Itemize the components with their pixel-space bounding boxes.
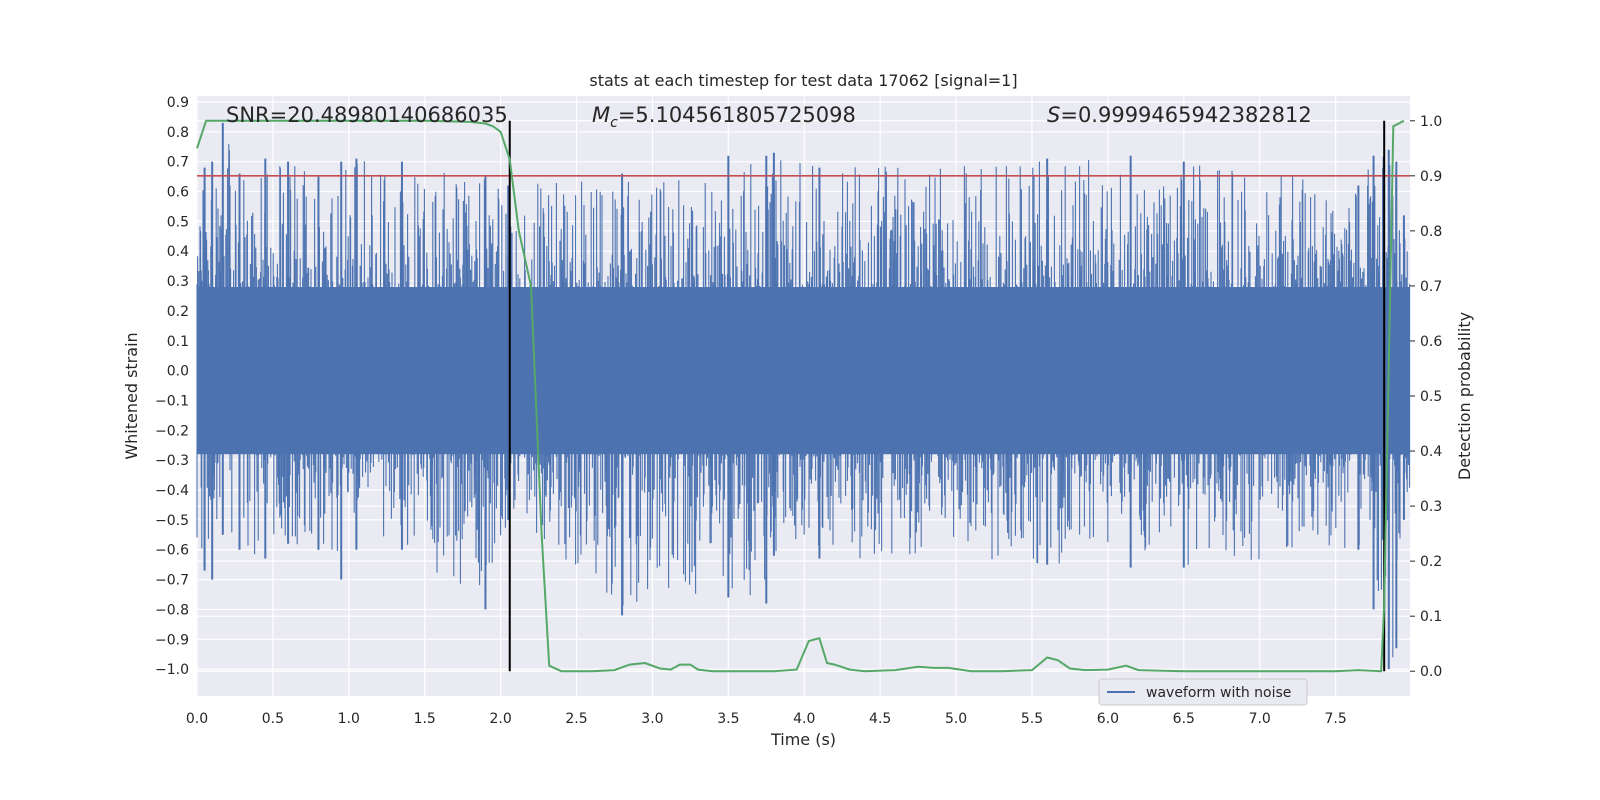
y-tick-label: −0.4 — [155, 483, 189, 499]
y2-tick-label: 0.9 — [1420, 169, 1442, 185]
y-tick-label: 0.2 — [167, 304, 189, 320]
chirp-mass-annotation: Mc=5.104561805725098 — [592, 103, 856, 131]
y-tick-label: −0.5 — [155, 513, 189, 529]
y-tick-label: 0.4 — [167, 244, 189, 260]
y2-tick-label: 0.3 — [1420, 499, 1442, 515]
y-axis-label: Whitened strain — [122, 332, 141, 459]
y2-tick-label: 0.0 — [1420, 664, 1442, 680]
x-tick-label: 1.5 — [414, 711, 436, 727]
y-tick-label: 0.9 — [167, 95, 189, 111]
chart-title: stats at each timestep for test data 170… — [589, 71, 1017, 90]
x-tick-label: 6.5 — [1173, 711, 1195, 727]
y2-tick-label: 0.6 — [1420, 334, 1442, 350]
y-tick-label: 0.1 — [167, 334, 189, 350]
legend-box — [1098, 678, 1308, 706]
left-y-ticks: 0.9 0.8 0.7 0.6 0.5 0.4 0.3 0.2 0.1 0.0 −0.1 −0.2 −0… — [155, 95, 189, 678]
y-tick-label: 0.3 — [167, 274, 189, 290]
x-tick-label: 3.5 — [717, 711, 739, 727]
snr-annotation: SNR=20.48980140686035 — [226, 103, 508, 127]
y-tick-label: 0.0 — [167, 364, 189, 380]
x-tick-label: 2.0 — [489, 711, 511, 727]
x-tick-label: 0.0 — [186, 711, 208, 727]
mc-symbol: M — [592, 103, 610, 127]
y-tick-label: 0.8 — [167, 125, 189, 141]
probability-line — [196, 119, 1405, 673]
y-tick-label: −0.9 — [155, 632, 189, 648]
x-tick-label: 2.5 — [565, 711, 587, 727]
y2-tick-label: 0.4 — [1420, 444, 1442, 460]
x-tick-label: 6.0 — [1097, 711, 1119, 727]
mc-value: =5.104561805725098 — [618, 103, 856, 127]
x-tick-label: 0.5 — [262, 711, 284, 727]
y2-tick-label: 1.0 — [1420, 114, 1442, 130]
y-tick-label: −0.3 — [155, 453, 189, 469]
right-y-ticks: 1.0 0.9 0.8 0.7 0.6 0.5 0.4 0.3 0.2 0.1 0.0 — [1410, 114, 1442, 680]
mc-subscript: c — [610, 115, 618, 131]
x-tick-label: 7.5 — [1324, 711, 1346, 727]
y-tick-label: −0.2 — [155, 423, 189, 439]
y-tick-label: −0.7 — [155, 573, 189, 589]
waveform-series — [196, 122, 1411, 670]
y-tick-label: −1.0 — [155, 662, 189, 678]
s-value: =0.9999465942382812 — [1060, 103, 1311, 127]
s-annotation: S=0.9999465942382812 — [1047, 103, 1312, 127]
y2-tick-label: 0.2 — [1420, 554, 1442, 570]
y2-tick-label: 0.1 — [1420, 609, 1442, 625]
x-tick-label: 7.0 — [1249, 711, 1271, 727]
y2-tick-label: 0.8 — [1420, 224, 1442, 240]
x-ticks: 0.0 0.5 1.0 1.5 2.0 2.5 3.0 3.5 4.0 4.5 5.0 5.5 6.0 6… — [186, 711, 1347, 727]
y-tick-label: 0.5 — [167, 214, 189, 230]
x-tick-label: 3.0 — [641, 711, 663, 727]
x-tick-label: 1.0 — [338, 711, 360, 727]
x-tick-label: 5.0 — [945, 711, 967, 727]
y-tick-label: −0.8 — [155, 602, 189, 618]
y2-tick-label: 0.5 — [1420, 389, 1442, 405]
y-tick-label: −0.1 — [155, 393, 189, 409]
x-axis-label: Time (s) — [770, 730, 836, 749]
legend: waveform with noise — [1098, 678, 1308, 706]
y-tick-label: 0.6 — [167, 185, 189, 201]
y-tick-label: −0.6 — [155, 543, 189, 559]
x-tick-label: 4.0 — [793, 711, 815, 727]
x-tick-label: 5.5 — [1021, 711, 1043, 727]
y2-tick-label: 0.7 — [1420, 279, 1442, 295]
s-symbol: S — [1047, 103, 1060, 127]
y-tick-label: 0.7 — [167, 155, 189, 171]
x-tick-label: 4.5 — [869, 711, 891, 727]
legend-label: waveform with noise — [1146, 685, 1291, 701]
waveform-spikes — [196, 126, 1411, 658]
y2-axis-label: Detection probability — [1455, 312, 1474, 480]
